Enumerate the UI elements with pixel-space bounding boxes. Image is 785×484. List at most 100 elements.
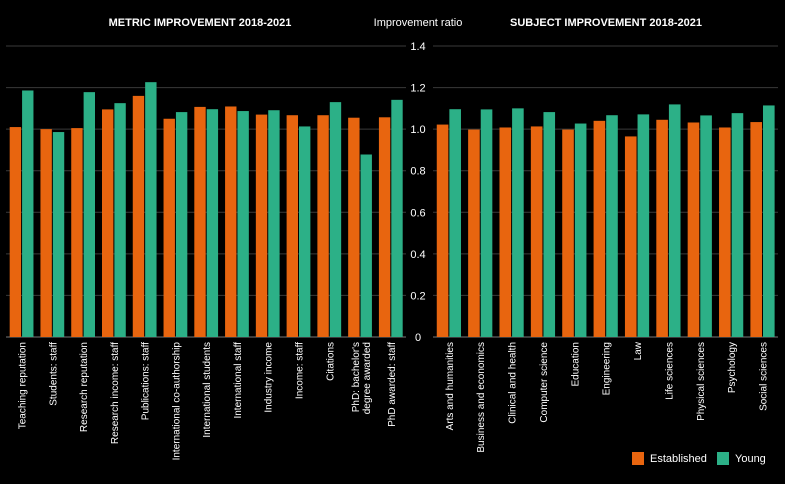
- svg-text:Physical sciences: Physical sciences: [696, 342, 707, 421]
- bar-young: [543, 112, 556, 337]
- legend-swatch-established: [632, 452, 644, 465]
- svg-text:Social sciences: Social sciences: [759, 342, 770, 411]
- svg-text:Business and economics: Business and economics: [476, 342, 487, 453]
- metric-chart-title: METRIC IMPROVEMENT 2018-2021: [109, 17, 292, 29]
- category-label: Publications: staff: [141, 342, 152, 420]
- svg-text:Engineering: Engineering: [602, 342, 613, 395]
- svg-text:Law: Law: [633, 341, 644, 360]
- svg-text:PhD awarded: staff: PhD awarded: staff: [387, 342, 398, 427]
- legend-swatch-young: [717, 452, 729, 465]
- svg-text:Psychology: Psychology: [727, 342, 738, 393]
- bar-established: [468, 129, 480, 337]
- bar-young: [731, 113, 744, 338]
- category-label: International staff: [233, 342, 244, 419]
- bar-established: [317, 115, 329, 337]
- category-label: Teaching reputation: [18, 342, 29, 429]
- svg-text:Life sciences: Life sciences: [664, 342, 675, 400]
- svg-text:Income: staff: Income: staff: [295, 342, 306, 399]
- y-tick-label: 0.6: [410, 207, 425, 219]
- bar-established: [624, 136, 637, 337]
- category-label: Engineering: [602, 342, 613, 395]
- legend-label-established: Established: [650, 453, 707, 465]
- bar-established: [286, 115, 298, 337]
- category-labels: Teaching reputation Students: staff Resear…: [18, 341, 770, 460]
- bar-established: [530, 126, 543, 338]
- svg-text:Citations: Citations: [325, 342, 336, 381]
- svg-text:International staff: International staff: [233, 342, 244, 419]
- bar-established: [40, 129, 52, 337]
- legend: Established Young: [632, 452, 766, 465]
- bar-young: [700, 115, 712, 337]
- svg-text:Education: Education: [570, 342, 581, 386]
- bars: [9, 82, 775, 338]
- bar-young: [360, 154, 372, 337]
- y-tick-label: 0.8: [410, 166, 425, 178]
- svg-text:Research income: staff: Research income: staff: [110, 342, 121, 444]
- bar-young: [83, 92, 95, 337]
- bar-established: [593, 120, 606, 337]
- bar-established: [719, 127, 731, 337]
- category-label: PhD: bachelor'sdegree awarded: [351, 342, 373, 414]
- category-label: Life sciences: [664, 342, 675, 400]
- bar-established: [348, 117, 360, 337]
- bar-established: [656, 119, 668, 338]
- svg-text:International co-authorship: International co-authorship: [171, 342, 182, 461]
- svg-text:Research reputation: Research reputation: [79, 342, 90, 432]
- category-label: International co-authorship: [171, 342, 182, 461]
- bar-young: [391, 99, 403, 338]
- bar-established: [687, 122, 700, 338]
- bar-young: [114, 103, 126, 338]
- bar-established: [194, 106, 206, 337]
- svg-text:Publications: staff: Publications: staff: [141, 342, 152, 420]
- category-label: Business and economics: [476, 342, 487, 453]
- y-tick-label: 0.2: [410, 290, 425, 302]
- bar-established: [102, 109, 114, 338]
- bar-young: [668, 104, 681, 337]
- y-tick-label: 1.4: [410, 41, 425, 53]
- bar-young: [22, 90, 34, 337]
- svg-text:Clinical and health: Clinical and health: [508, 342, 519, 424]
- svg-text:International students: International students: [202, 342, 213, 438]
- svg-text:Arts and humanities: Arts and humanities: [445, 342, 456, 430]
- category-label: Physical sciences: [696, 342, 707, 421]
- bar-young: [206, 109, 219, 337]
- category-label: Arts and humanities: [445, 342, 456, 430]
- bar-young: [329, 102, 342, 337]
- y-axis-label: Improvement ratio: [374, 17, 463, 29]
- bar-young: [606, 115, 618, 337]
- y-tick-label: 0.4: [410, 249, 425, 261]
- category-label: Education: [570, 342, 581, 386]
- category-label: Research reputation: [79, 342, 90, 432]
- bar-young: [763, 105, 775, 337]
- bar-young: [145, 82, 157, 337]
- bar-established: [750, 122, 763, 337]
- bar-young: [268, 110, 280, 337]
- category-label: Psychology: [727, 342, 738, 393]
- bar-young: [637, 114, 650, 337]
- bar-established: [163, 118, 175, 337]
- bar-established: [499, 127, 512, 337]
- category-label: Social sciences: [759, 342, 770, 411]
- category-label: Clinical and health: [508, 342, 519, 424]
- category-label: Citations: [325, 342, 336, 381]
- bar-young: [237, 111, 249, 337]
- category-label: Computer science: [539, 342, 550, 423]
- bar-young: [512, 108, 524, 337]
- subject-chart-title: SUBJECT IMPROVEMENT 2018-2021: [510, 17, 702, 29]
- category-label: International students: [202, 342, 213, 438]
- legend-label-young: Young: [735, 453, 766, 465]
- category-label: Students: staff: [48, 342, 59, 406]
- bar-young: [574, 123, 587, 337]
- category-label: Research income: staff: [110, 342, 121, 444]
- bar-established: [562, 129, 574, 337]
- bar-young: [449, 109, 461, 337]
- y-axis-ticks: 0 0.2 0.4 0.6 0.8 1.0 1.2 1.4: [410, 41, 425, 344]
- bar-established: [378, 117, 391, 337]
- svg-text:PhD: bachelor'sdegree awarded: PhD: bachelor'sdegree awarded: [351, 342, 373, 414]
- svg-text:Teaching reputation: Teaching reputation: [18, 342, 29, 429]
- bar-young: [175, 112, 188, 337]
- bar-young: [52, 132, 65, 337]
- y-tick-label: 0: [415, 332, 421, 344]
- bar-young: [480, 109, 493, 338]
